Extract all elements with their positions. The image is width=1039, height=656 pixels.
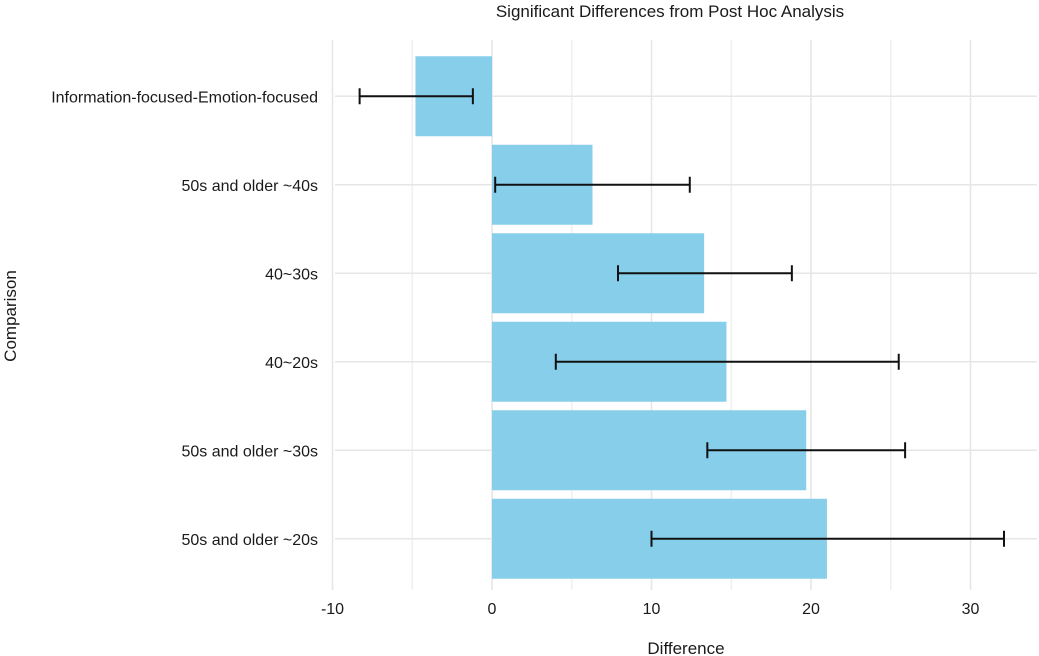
x-tick-label: -10 [321,601,344,618]
category-label: Information-focused-Emotion-focused [51,89,318,106]
category-label: 40~20s [265,355,318,372]
x-tick-labels: -10 0 10 20 30 [321,601,980,618]
category-label: 40~30s [265,266,318,283]
chart-title: Significant Differences from Post Hoc An… [496,2,844,21]
category-label: 50s and older ~20s [181,532,318,549]
x-tick-label: 10 [643,601,661,618]
x-tick-label: 20 [802,601,820,618]
bars [415,56,827,579]
x-tick-label: 30 [962,601,980,618]
y-axis-title: Comparison [1,270,20,362]
category-labels: Information-focused-Emotion-focused 50s a… [51,89,318,549]
category-label: 50s and older ~30s [181,443,318,460]
x-axis-title: Difference [647,639,724,656]
error-bars [358,88,1005,547]
x-tick-label: 0 [488,601,497,618]
category-label: 50s and older ~40s [181,178,318,195]
